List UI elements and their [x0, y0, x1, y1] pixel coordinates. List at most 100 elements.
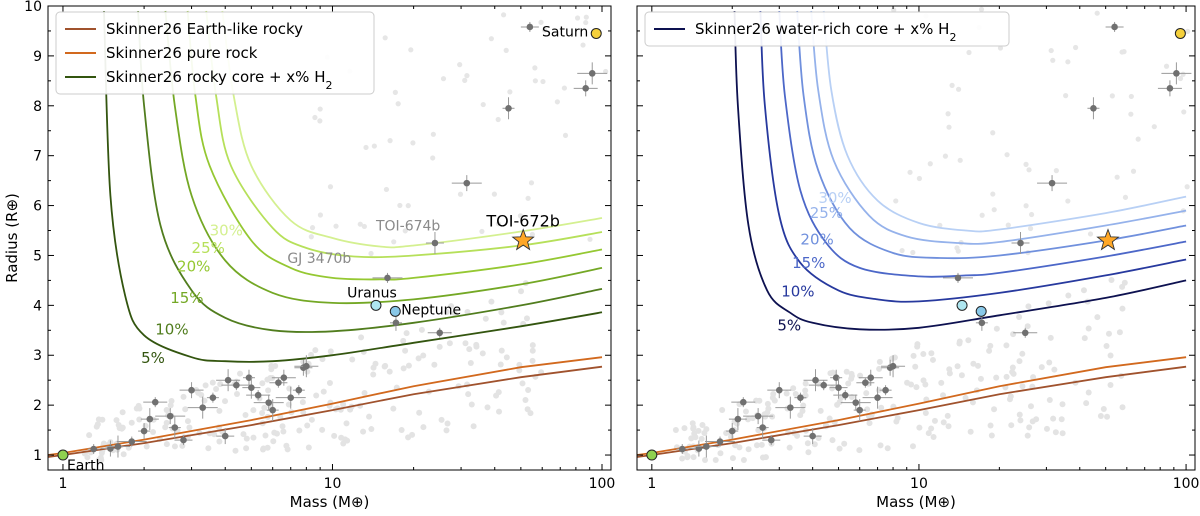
background-point [1017, 417, 1024, 424]
solar-planet-label: Saturn [542, 24, 588, 40]
measured-point [146, 415, 154, 423]
background-point [84, 454, 91, 461]
legend-subscript: 2 [325, 79, 332, 92]
background-point [465, 391, 472, 398]
background-point [522, 397, 529, 404]
background-point [307, 351, 314, 358]
background-point [340, 401, 347, 408]
background-point [271, 429, 278, 436]
background-point [986, 347, 993, 354]
background-point [240, 431, 247, 438]
background-point [222, 398, 229, 405]
background-point [1050, 57, 1056, 63]
background-point [498, 309, 505, 316]
background-point [409, 431, 416, 438]
background-point [978, 6, 985, 12]
background-point [371, 143, 377, 149]
background-point [488, 36, 494, 42]
background-point [672, 426, 679, 433]
background-point [684, 453, 691, 460]
background-point [488, 298, 495, 305]
background-point [503, 47, 509, 53]
background-point [583, 14, 589, 20]
background-point [186, 424, 193, 431]
background-point [1104, 413, 1111, 420]
background-point [518, 288, 525, 295]
background-point [250, 407, 257, 414]
background-point [361, 223, 367, 230]
y-tick-label: 7 [33, 149, 42, 165]
background-point [857, 372, 864, 379]
background-point [817, 407, 824, 414]
y-tick-label: 10 [24, 0, 42, 15]
measured-point [841, 391, 849, 399]
background-point [495, 221, 501, 227]
background-point [877, 442, 884, 449]
target-star [1096, 228, 1120, 251]
measured-point [140, 427, 148, 435]
measured-point [221, 432, 229, 440]
measured-point [188, 386, 195, 394]
background-point [349, 356, 356, 363]
background-point [368, 426, 375, 433]
background-point [213, 385, 220, 392]
background-point [470, 423, 477, 430]
background-point [532, 78, 538, 84]
background-point [1024, 323, 1031, 330]
background-point [990, 191, 996, 197]
background-point [1094, 314, 1101, 321]
background-point [946, 366, 953, 373]
background-point [1003, 373, 1010, 380]
background-point [300, 409, 307, 416]
background-point [431, 361, 438, 368]
background-point [405, 362, 412, 369]
background-point [286, 385, 293, 392]
rocky-curve [637, 365, 1187, 458]
measured-point [1173, 70, 1180, 77]
background-point [467, 359, 474, 366]
background-point [503, 354, 510, 361]
envelope-curve [186, 10, 603, 281]
measured-point [809, 432, 816, 440]
background-point [304, 368, 311, 375]
background-point [1122, 194, 1129, 200]
background-point [250, 434, 257, 441]
measured-point [874, 394, 881, 401]
x-tick-label: 100 [589, 476, 616, 492]
axes-frame [47, 5, 612, 471]
measured-point [526, 23, 534, 31]
measured-point [166, 412, 174, 420]
background-point [1058, 416, 1065, 423]
background-point [466, 346, 473, 353]
measured-point [867, 374, 875, 381]
background-point [848, 370, 855, 377]
measured-point [436, 329, 444, 337]
envelope-pct-label: 30% [818, 189, 851, 207]
measured-point [862, 379, 869, 386]
background-point [167, 402, 174, 409]
measured-point [128, 438, 136, 445]
measured-point [392, 319, 400, 327]
background-point [1103, 342, 1110, 349]
background-point [893, 198, 899, 204]
background-point [744, 416, 751, 423]
background-point [162, 424, 169, 431]
background-point [168, 397, 175, 404]
background-point [703, 426, 710, 433]
background-point [500, 319, 507, 326]
background-point [845, 380, 852, 387]
background-point [979, 212, 985, 218]
background-point [398, 427, 405, 434]
background-point [529, 231, 535, 238]
measured-point [703, 443, 710, 450]
background-point [1119, 404, 1126, 411]
plot-area: 5% 10% 15% 20%25%30% TOI-674b GJ 3470b Earth Ur… [48, 10, 609, 470]
envelope-curve [810, 10, 1187, 245]
measured-point [171, 424, 179, 431]
solar-planet-label: Uranus [347, 285, 397, 301]
background-point [299, 399, 306, 406]
background-point [402, 228, 408, 234]
envelope-pct-label: 15% [170, 289, 203, 307]
background-point [443, 309, 450, 316]
background-point [841, 440, 848, 447]
